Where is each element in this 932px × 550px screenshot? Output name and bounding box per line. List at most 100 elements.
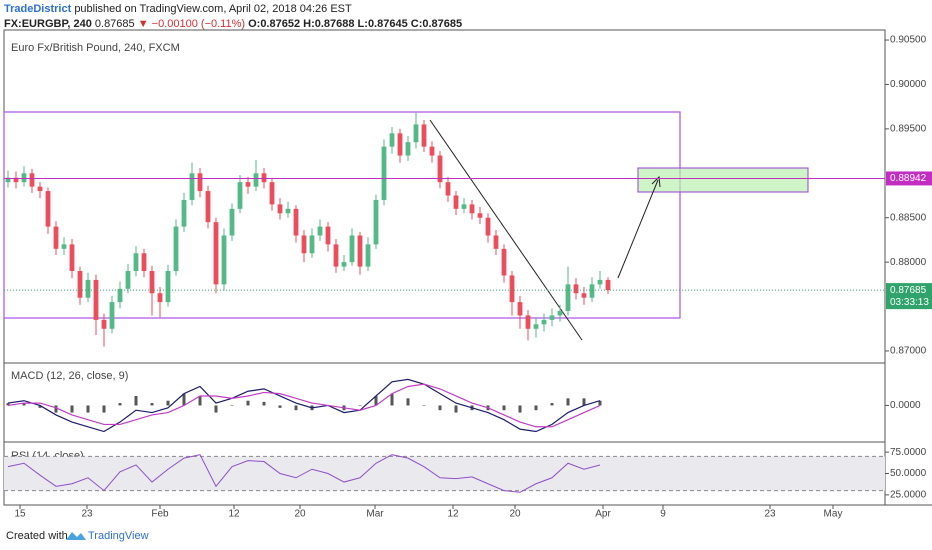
level-label: 0.87685 — [890, 285, 927, 296]
candle-body — [541, 319, 547, 325]
macd-histogram — [230, 405, 234, 406]
macd-histogram — [262, 401, 266, 406]
candle-body — [13, 177, 19, 183]
y-tick-label: 0.89500 — [890, 124, 927, 135]
rsi-line — [7, 454, 601, 493]
candle-body — [213, 222, 219, 285]
candle-body — [557, 311, 563, 316]
y-tick-label: 75.0000 — [890, 447, 927, 458]
footer-brand[interactable]: TradingView — [88, 530, 149, 542]
macd-histogram — [86, 405, 90, 413]
candle-body — [61, 244, 67, 249]
trend-line — [429, 119, 583, 341]
macd-histogram — [38, 405, 42, 408]
candle-body — [589, 284, 595, 298]
candle-body — [101, 319, 107, 329]
candle-body — [53, 226, 59, 249]
candle-body — [29, 173, 35, 187]
macd-histogram — [278, 405, 282, 408]
macd-histogram — [438, 405, 442, 411]
candle-body — [277, 204, 283, 214]
candle-body — [325, 226, 331, 245]
level-tag — [886, 171, 932, 186]
candle-body — [85, 279, 91, 298]
candle-body — [349, 235, 355, 263]
macd-histogram — [582, 398, 586, 406]
candle-body — [205, 191, 211, 223]
candle-body — [253, 173, 259, 187]
macd-histogram — [454, 405, 458, 413]
macd-histogram — [294, 405, 298, 411]
y-tick-label: 25.0000 — [890, 489, 927, 500]
candle-body — [341, 262, 347, 267]
candle-body — [93, 279, 99, 320]
symbol-line: FX:EURGBP, 240 0.87685 ▼ −0.00100 (−0.11… — [4, 18, 462, 30]
candle-body — [485, 217, 491, 236]
macd-histogram — [6, 403, 10, 406]
candle-body — [405, 142, 411, 156]
candle-body — [109, 302, 115, 329]
macd-histogram — [550, 403, 554, 406]
candle-body — [581, 293, 587, 298]
candle-body — [533, 324, 539, 329]
macd-histogram — [246, 400, 250, 406]
candle-body — [309, 235, 315, 254]
candle-body — [285, 208, 291, 214]
published: published on TradingView.com, April 02, … — [74, 3, 352, 15]
range-box — [3, 111, 681, 319]
tv-logo — [66, 532, 86, 540]
candle-body — [501, 248, 507, 276]
candle-body — [293, 208, 299, 236]
candle-body — [197, 173, 203, 192]
candle-body — [173, 226, 179, 272]
x-tick-label: 23 — [81, 509, 93, 520]
target-box — [637, 167, 809, 193]
candle-body — [245, 182, 251, 187]
macd-histogram — [422, 405, 426, 406]
candle-body — [221, 235, 227, 285]
macd-histogram — [118, 403, 122, 406]
macd-histogram — [374, 395, 378, 406]
candle-body — [421, 124, 427, 147]
x-tick-label: Mar — [366, 509, 384, 520]
macd-histogram — [134, 395, 138, 406]
macd-histogram — [22, 403, 26, 406]
x-tick-label: 20 — [509, 509, 521, 520]
candle-body — [389, 133, 395, 147]
macd-histogram — [406, 398, 410, 406]
macd-histogram — [566, 398, 570, 406]
change: ▼ −0.00100 (−0.11%) — [137, 18, 246, 30]
candle-body — [549, 315, 555, 320]
candle-body — [493, 235, 499, 249]
candle-body — [525, 315, 531, 329]
macd-histogram — [182, 393, 186, 406]
candle-body — [381, 146, 387, 200]
candle-body — [605, 279, 611, 291]
candle-body — [445, 182, 451, 196]
candle-body — [413, 124, 419, 143]
candle-body — [469, 204, 475, 214]
candle-body — [477, 213, 483, 218]
macd-histogram — [358, 405, 362, 406]
candle-body — [117, 288, 123, 303]
candle-body — [453, 195, 459, 209]
y-tick-label: 50.0000 — [890, 468, 927, 479]
candle-body — [397, 133, 403, 156]
macd-histogram — [198, 395, 202, 406]
x-tick-label: 15 — [14, 509, 26, 520]
candle-body — [373, 199, 379, 245]
rsi-band — [4, 456, 885, 491]
macd-histogram — [390, 393, 394, 406]
candle-body — [21, 173, 27, 183]
author[interactable]: TradeDistrict — [4, 3, 72, 15]
candle-body — [437, 155, 443, 183]
macd-histogram — [502, 405, 506, 411]
macd-histogram — [534, 405, 538, 411]
level-tag — [886, 283, 932, 310]
candle-body — [565, 284, 571, 312]
candle-body — [69, 244, 75, 272]
candle-body — [573, 284, 579, 294]
candle-body — [429, 146, 435, 156]
